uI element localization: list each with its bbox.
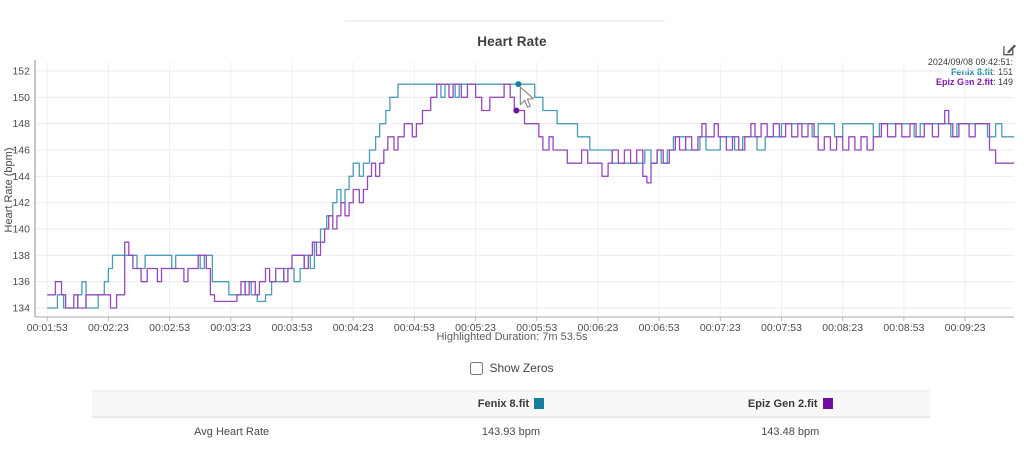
series-line-epiz-gen-2-fit: [47, 83, 1014, 309]
x-tick-label: 00:04:23: [333, 322, 374, 334]
tooltip-series-1: Fenix 8.fit: 151: [928, 67, 1013, 77]
y-tick-label: 144: [12, 171, 30, 183]
stats-header-fenix: Fenix 8.fit: [371, 398, 650, 410]
x-tick-label: 00:05:53: [516, 322, 557, 334]
x-tick-label: 00:03:23: [210, 322, 251, 334]
x-tick-label: 00:08:53: [883, 322, 924, 334]
y-tick-label: 136: [12, 276, 30, 288]
y-tick-label: 150: [12, 92, 30, 104]
x-tick-label: 00:06:23: [577, 322, 618, 334]
x-tick-label: 00:07:23: [700, 322, 741, 334]
x-tick-label: 00:05:23: [455, 322, 496, 334]
x-tick-label: 00:08:23: [822, 322, 863, 334]
x-tick-label: 00:09:23: [945, 322, 986, 334]
y-tick-label: 152: [12, 66, 30, 78]
hover-tooltip: 2024/09/08 09:42:51: Fenix 8.fit: 151 Ep…: [928, 57, 1013, 87]
fenix-legend-swatch: [534, 398, 545, 409]
fenix-avg-value: 143.93 bpm: [481, 425, 540, 438]
x-tick-label: 00:06:53: [639, 322, 680, 334]
y-tick-label: 148: [12, 118, 30, 130]
tooltip-series-2-label: Epiz Gen 2.fit: [935, 77, 993, 87]
y-tick-label: 146: [12, 145, 30, 157]
tooltip-series-2: Epiz Gen 2.fit: 149: [928, 77, 1013, 87]
x-tick-label: 00:02:23: [88, 322, 129, 334]
y-tick-label: 142: [12, 197, 30, 209]
row-label: Avg Heart Rate: [194, 425, 270, 438]
heart-rate-chart[interactable]: 134 136 138 140 142 144 146 148 150 152 00:01:53 00…: [0, 0, 1024, 352]
table-row-avg-heart-rate: Avg Heart Rate 143.93 bpm 143.48 bpm: [92, 418, 930, 445]
y-tick-label: 134: [12, 303, 30, 315]
tooltip-series-1-value: 151: [997, 67, 1013, 77]
highlight-marker-epiz: [513, 107, 520, 114]
x-tick-label: 00:01:53: [27, 322, 68, 334]
x-tick-label: 00:03:53: [272, 322, 313, 334]
highlighted-duration: Highlighted Duration: 7m 53.5s: [436, 331, 588, 343]
tooltip-timestamp: 2024/09/08 09:42:51:: [927, 57, 1013, 67]
stats-table: Fenix 8.fit Epiz Gen 2.fit Avg Heart Rat…: [92, 390, 930, 445]
y-tick-label: 138: [12, 250, 30, 262]
tooltip-series-2-sep: :: [992, 77, 998, 87]
top-divider: [345, 20, 665, 22]
stats-table-header: Fenix 8.fit Epiz Gen 2.fit: [92, 390, 930, 418]
chart-title: Heart Rate: [477, 34, 547, 49]
y-tick-label: 140: [12, 224, 30, 236]
epiz-legend-swatch: [822, 398, 833, 409]
mouse-cursor: [519, 86, 534, 108]
highlight-marker-fenix: [515, 81, 522, 88]
stats-header-epiz: Epiz Gen 2.fit: [651, 398, 930, 410]
tooltip-series-1-sep: :: [992, 67, 998, 77]
series-line-fenix-8-fit: [47, 83, 1014, 309]
show-zeros-row: Show Zeros: [0, 359, 1024, 377]
x-tick-label: 00:04:53: [394, 322, 435, 334]
y-axis-title: Heart Rate (bpm): [3, 148, 15, 233]
show-zeros-label: Show Zeros: [489, 361, 554, 375]
tooltip-series-1-label: Fenix 8.fit: [950, 67, 993, 77]
edit-chart-icon[interactable]: [1002, 42, 1017, 57]
show-zeros-checkbox[interactable]: [470, 361, 484, 375]
x-tick-label: 00:02:53: [149, 322, 190, 334]
epiz-avg-value: 143.48 bpm: [761, 425, 820, 438]
x-tick-label: 00:07:53: [761, 322, 802, 334]
tooltip-series-2-value: 149: [997, 77, 1013, 87]
